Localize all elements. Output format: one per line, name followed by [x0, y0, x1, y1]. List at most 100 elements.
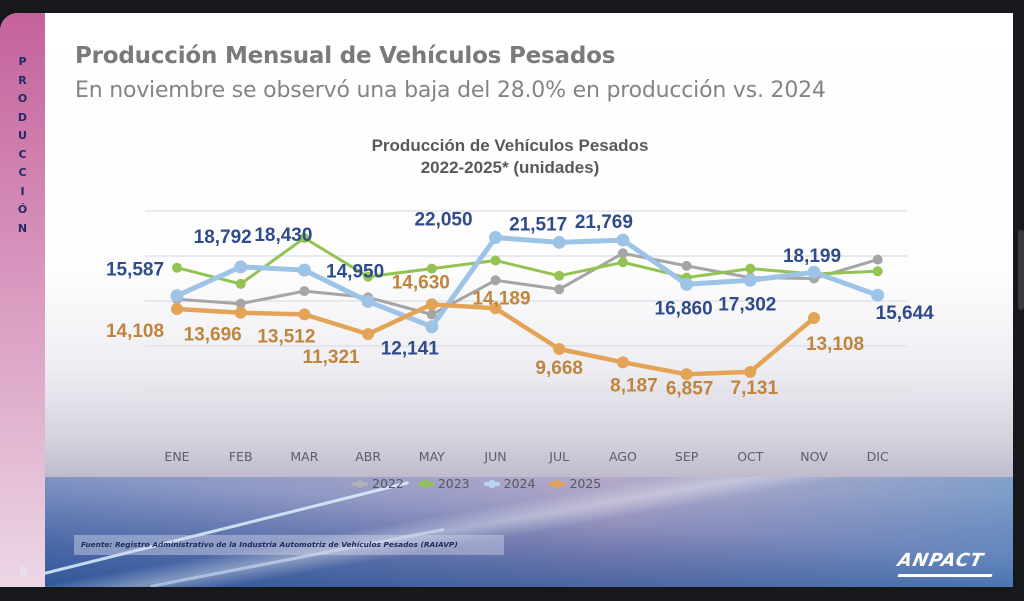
x-tick-label: JUL [548, 449, 569, 464]
data-label-2025: 7,131 [731, 378, 779, 399]
data-label-2025: 6,857 [666, 378, 714, 399]
data-point-2023 [363, 271, 374, 282]
x-tick-label: JUN [483, 449, 506, 464]
page-subtitle: En noviembre se observó una baja del 28.… [75, 78, 826, 103]
data-label-2024: 21,517 [509, 214, 567, 235]
data-label-2024: 18,430 [254, 225, 312, 246]
series-line-2023 [176, 236, 878, 286]
data-label-2025: 8,187 [610, 375, 658, 396]
legend-item-2022[interactable]: 2022 [352, 476, 404, 491]
data-label-2025: 13,108 [806, 334, 864, 355]
data-point-2023 [426, 263, 437, 274]
legend-swatch-2022 [352, 479, 368, 488]
data-point-2023 [235, 278, 246, 289]
data-point-2025 [680, 368, 693, 381]
data-label-2024: 21,769 [575, 212, 633, 233]
legend-label: 2025 [569, 476, 602, 491]
source-note: Fuente: Registro Administrativo de la In… [74, 535, 504, 555]
section-label: P R O D U C C I Ó N [0, 53, 45, 238]
x-tick-label: MAY [419, 449, 445, 464]
x-tick-label: NOV [800, 449, 828, 464]
data-label-2025: 11,321 [303, 347, 360, 368]
chart-legend: 2022 2023 2024 2025 [352, 476, 601, 491]
x-tick-label: AGO [609, 449, 637, 464]
window-edge-handle [1018, 230, 1024, 310]
section-letter: C [18, 166, 27, 179]
data-label-2025: 14,630 [392, 272, 450, 293]
page-title: Producción Mensual de Vehículos Pesados [75, 43, 616, 69]
section-letter: P [18, 55, 27, 68]
legend-item-2024[interactable]: 2024 [483, 476, 536, 491]
data-point-2025 [362, 328, 375, 341]
data-label-2024: 18,792 [194, 227, 252, 248]
data-label-2024: 17,302 [718, 294, 776, 315]
section-letter: Ó [17, 203, 28, 216]
data-label-2024: 15,644 [876, 303, 935, 324]
x-tick-label: ABR [355, 449, 381, 464]
x-tick-label: FEB [229, 449, 253, 464]
data-point-2024 [807, 265, 821, 279]
data-point-2024 [234, 260, 248, 274]
data-point-2023 [745, 263, 756, 274]
data-label-2025: 9,668 [535, 358, 583, 379]
data-label-2025: 14,189 [472, 288, 530, 309]
section-sidebar: P R O D U C C I Ó N [0, 13, 45, 587]
section-letter: C [18, 147, 27, 161]
section-letter: I [20, 184, 25, 198]
x-tick-label: ENE [164, 449, 189, 464]
data-label-2024: 22,050 [414, 210, 472, 231]
legend-item-2025[interactable]: 2025 [549, 476, 601, 491]
data-point-2024 [425, 320, 439, 334]
data-point-2024 [489, 231, 502, 245]
data-point-2022 [554, 284, 565, 295]
section-letter: N [17, 221, 28, 235]
data-point-2023 [172, 262, 182, 273]
section-letter: D [17, 110, 28, 124]
data-point-2025 [616, 356, 629, 369]
data-label-2024: 18,199 [783, 246, 841, 267]
data-point-2025 [808, 312, 820, 325]
legend-swatch-2023 [417, 479, 434, 488]
data-labels: 15,587 18,792 18,430 14,950 12,141 22,050 21,5… [106, 210, 934, 400]
data-label-2025: 13,696 [184, 325, 242, 346]
data-point-2025 [553, 342, 566, 355]
chart-title-line1: Producción de Vehículos Pesados [371, 136, 649, 155]
x-tick-label: OCT [737, 449, 764, 464]
data-point-2024 [170, 289, 184, 303]
data-point-2024 [743, 273, 757, 287]
legend-swatch-2024 [483, 479, 500, 488]
data-point-2024 [871, 288, 885, 302]
data-label-2024: 14,950 [326, 261, 384, 282]
section-letter: U [18, 129, 27, 142]
data-label-2025: 14,108 [106, 321, 164, 342]
data-point-2022 [490, 275, 501, 286]
data-point-2022 [617, 248, 628, 259]
data-point-2025 [489, 302, 502, 315]
data-point-2023 [872, 266, 883, 277]
data-point-2025 [425, 298, 438, 311]
data-point-2023 [554, 270, 565, 281]
data-point-2023 [490, 255, 501, 266]
legend-item-2023[interactable]: 2023 [417, 476, 470, 491]
data-point-2022 [426, 309, 437, 320]
data-point-2024 [297, 263, 311, 277]
data-point-2024 [680, 277, 694, 291]
x-axis-labels: ENE FEB MAR ABR MAY JUN JUL AGO SEP OCT NOV DIC [164, 449, 889, 464]
legend-label: 2023 [437, 476, 470, 491]
page-number: 8 [20, 565, 27, 578]
legend-label: 2024 [503, 476, 536, 491]
data-label-2025: 13,512 [257, 326, 315, 347]
data-point-2024 [616, 233, 630, 247]
x-tick-label: MAR [290, 449, 318, 464]
data-point-2023 [617, 257, 628, 268]
data-point-2022 [235, 298, 246, 309]
background-road-image [0, 477, 1013, 587]
legend-swatch-2025 [549, 479, 566, 488]
chart-title-line2: 2022-2025* (unidades) [420, 158, 600, 177]
data-label-2024: 15,587 [106, 260, 164, 281]
data-point-2024 [552, 235, 566, 249]
data-point-2022 [872, 254, 883, 265]
data-point-2022 [681, 260, 692, 271]
data-label-2024: 12,141 [381, 339, 440, 360]
data-point-2023 [299, 233, 310, 243]
